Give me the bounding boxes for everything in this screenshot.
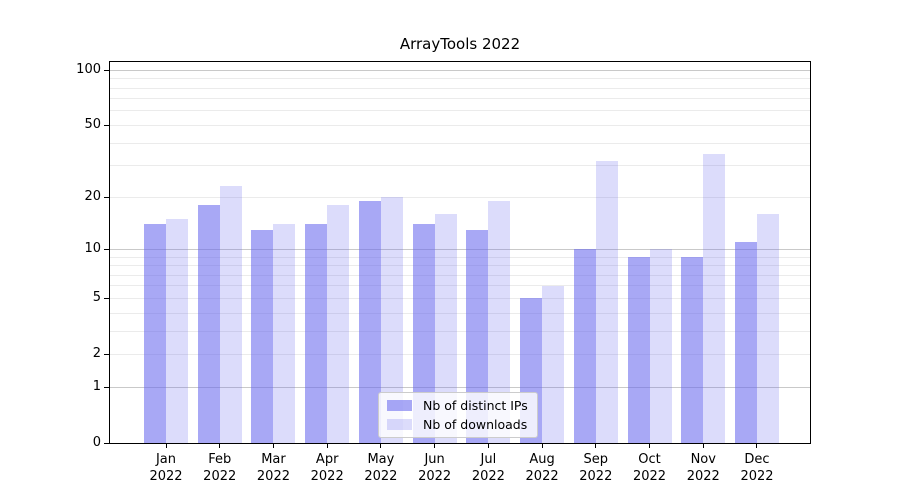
x-tick-mark bbox=[702, 444, 704, 448]
minor-gridline bbox=[110, 265, 810, 267]
chart-title: ArrayTools 2022 bbox=[399, 35, 521, 53]
y-tick-mark bbox=[104, 297, 110, 299]
y-tick-label: 0 bbox=[92, 435, 101, 450]
bar-ips-feb bbox=[197, 205, 220, 443]
minor-gridline bbox=[110, 98, 810, 100]
x-tick-label-jan: Jan 2022 bbox=[149, 452, 183, 484]
major-gridline bbox=[110, 69, 810, 71]
bar-ips-apr bbox=[305, 224, 328, 443]
y-tick-label: 20 bbox=[84, 189, 101, 205]
x-tick-mark bbox=[272, 444, 274, 448]
y-tick-label: 10 bbox=[84, 241, 101, 257]
x-tick-label-mar: Mar 2022 bbox=[256, 452, 290, 484]
x-tick-label-may: May 2022 bbox=[364, 452, 398, 484]
bar-downloads-nov bbox=[703, 153, 726, 443]
legend-item-distinct-ips: Nb of distinct IPs bbox=[387, 398, 528, 413]
x-tick-mark bbox=[434, 444, 436, 448]
y-tick-mark bbox=[104, 442, 110, 444]
minor-gridline bbox=[110, 353, 810, 355]
y-tick-mark bbox=[104, 69, 110, 71]
minor-gridline bbox=[110, 256, 810, 258]
y-tick-mark bbox=[104, 196, 110, 198]
minor-gridline bbox=[110, 165, 810, 167]
x-tick-mark bbox=[165, 444, 167, 448]
minor-gridline bbox=[110, 78, 810, 80]
y-tick-label: 5 bbox=[92, 290, 101, 306]
major-gridline bbox=[110, 386, 810, 388]
bar-downloads-oct bbox=[649, 249, 672, 443]
legend-swatch-distinct-ips bbox=[387, 400, 412, 411]
y-tick-mark bbox=[104, 353, 110, 355]
x-tick-mark bbox=[541, 444, 543, 448]
bar-downloads-dec bbox=[756, 214, 779, 443]
x-tick-label-nov: Nov 2022 bbox=[686, 452, 720, 484]
bar-downloads-apr bbox=[327, 205, 350, 443]
bar-ips-may bbox=[358, 201, 381, 443]
bar-ips-jun bbox=[412, 224, 435, 443]
minor-gridline bbox=[110, 312, 810, 314]
x-tick-label-apr: Apr 2022 bbox=[310, 452, 344, 484]
bar-ips-nov bbox=[681, 257, 704, 443]
x-tick-mark bbox=[326, 444, 328, 448]
x-tick-mark bbox=[756, 444, 758, 448]
minor-gridline bbox=[110, 87, 810, 89]
legend-item-downloads: Nb of downloads bbox=[387, 417, 528, 432]
bar-downloads-jul bbox=[488, 201, 511, 443]
y-tick-mark bbox=[104, 124, 110, 126]
bar-downloads-aug bbox=[542, 285, 565, 443]
x-tick-mark bbox=[649, 444, 651, 448]
x-tick-label-dec: Dec 2022 bbox=[740, 452, 774, 484]
x-tick-label-feb: Feb 2022 bbox=[203, 452, 237, 484]
legend-label-downloads: Nb of downloads bbox=[423, 417, 528, 432]
bar-ips-jan bbox=[144, 224, 166, 443]
minor-gridline bbox=[110, 124, 810, 126]
minor-gridline bbox=[110, 110, 810, 112]
minor-gridline bbox=[110, 285, 810, 287]
x-tick-label-aug: Aug 2022 bbox=[525, 452, 559, 484]
y-tick-label: 1 bbox=[92, 379, 101, 394]
x-tick-label-oct: Oct 2022 bbox=[632, 452, 667, 484]
minor-gridline bbox=[110, 274, 810, 276]
major-gridline bbox=[110, 248, 810, 250]
y-tick-label: 2 bbox=[92, 346, 101, 362]
y-tick-mark bbox=[104, 386, 110, 388]
legend-label-distinct-ips: Nb of distinct IPs bbox=[423, 398, 528, 413]
bar-downloads-feb bbox=[219, 186, 242, 443]
plot-area bbox=[109, 61, 811, 444]
x-tick-label-sep: Sep 2022 bbox=[579, 452, 613, 484]
bar-downloads-jun bbox=[434, 214, 457, 443]
y-tick-mark bbox=[104, 248, 110, 250]
y-tick-label: 100 bbox=[76, 62, 101, 78]
x-tick-mark bbox=[595, 444, 597, 448]
x-tick-mark bbox=[219, 444, 221, 448]
legend: Nb of distinct IPs Nb of downloads bbox=[378, 392, 538, 438]
minor-gridline bbox=[110, 330, 810, 332]
bar-downloads-jan bbox=[166, 219, 188, 443]
bar-ips-mar bbox=[251, 229, 274, 443]
bar-ips-dec bbox=[734, 242, 757, 443]
x-tick-label-jul: Jul 2022 bbox=[471, 452, 505, 484]
bar-ips-jul bbox=[466, 229, 489, 443]
bar-ips-oct bbox=[627, 257, 650, 443]
bar-ips-sep bbox=[573, 249, 596, 443]
bar-downloads-may bbox=[380, 197, 403, 443]
x-tick-mark bbox=[487, 444, 489, 448]
bar-downloads-mar bbox=[273, 224, 296, 443]
minor-gridline bbox=[110, 142, 810, 144]
x-tick-mark bbox=[380, 444, 382, 448]
y-tick-label: 50 bbox=[84, 117, 101, 133]
minor-gridline bbox=[110, 196, 810, 198]
bar-downloads-sep bbox=[595, 160, 618, 443]
legend-swatch-downloads bbox=[387, 419, 412, 430]
minor-gridline bbox=[110, 297, 810, 299]
x-tick-label-jun: Jun 2022 bbox=[418, 452, 452, 484]
